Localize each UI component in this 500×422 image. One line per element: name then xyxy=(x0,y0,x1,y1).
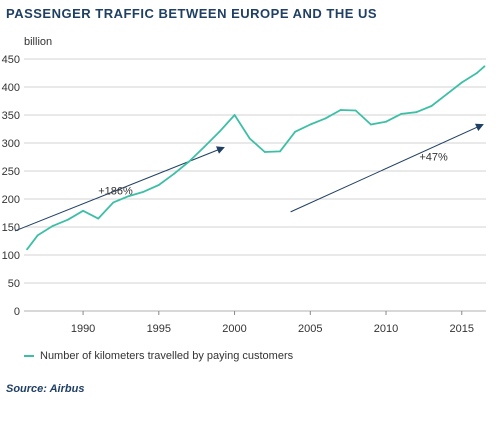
trend-arrow xyxy=(290,123,484,213)
gridlines xyxy=(24,58,486,312)
data-point xyxy=(294,130,297,133)
data-point xyxy=(82,209,84,212)
data-point xyxy=(385,120,387,123)
data-point xyxy=(279,150,281,153)
data-point xyxy=(51,224,54,227)
y-tick-label: 250 xyxy=(2,166,20,178)
data-point xyxy=(233,114,236,116)
legend-swatch xyxy=(24,355,34,357)
data-point xyxy=(67,218,69,221)
data-point xyxy=(127,195,130,198)
y-tick-label: 450 xyxy=(2,54,20,66)
data-point xyxy=(203,146,206,148)
data-point xyxy=(263,151,266,153)
annotation-label: +186% xyxy=(98,186,133,198)
data-point xyxy=(460,81,463,84)
data-point xyxy=(188,160,191,163)
data-point xyxy=(173,172,175,175)
data-point xyxy=(97,217,100,220)
legend-label: Number of kilometers travelled by paying… xyxy=(40,350,294,362)
trend-arrows: +186% +47% xyxy=(14,123,484,232)
data-point xyxy=(400,112,403,115)
y-axis-ticks: 0 50 100 150 200 250 300 350 400 450 xyxy=(2,54,20,318)
data-point xyxy=(476,72,478,74)
data-point xyxy=(445,93,448,96)
x-axis-ticks: 1990 1995 2000 2005 2010 2015 xyxy=(71,311,474,335)
data-point xyxy=(142,190,145,193)
x-tick-label: 1995 xyxy=(147,323,171,335)
data-point xyxy=(324,117,327,120)
x-tick-label: 2005 xyxy=(298,323,322,335)
y-tick-label: 0 xyxy=(14,306,20,318)
y-tick-label: 350 xyxy=(2,110,20,122)
y-tick-label: 400 xyxy=(2,82,20,94)
y-axis-unit-label: billion xyxy=(24,36,53,48)
data-point xyxy=(218,130,221,133)
line-chart: 0 50 100 150 200 250 300 350 400 450 1990 1995 2000… xyxy=(2,54,486,335)
y-tick-label: 100 xyxy=(2,250,20,262)
chart-title: PASSENGER TRAFFIC BETWEEN EUROPE AND THE… xyxy=(6,6,378,21)
y-tick-label: 300 xyxy=(2,138,20,150)
x-tick-label: 2000 xyxy=(222,323,246,335)
data-point xyxy=(430,105,433,107)
data-series xyxy=(26,65,486,251)
data-point xyxy=(36,234,39,237)
source-note: Source: Airbus xyxy=(6,383,85,395)
annotation-label: +47% xyxy=(419,151,448,163)
y-tick-label: 200 xyxy=(2,194,20,206)
series-line xyxy=(26,65,486,250)
data-point xyxy=(483,65,486,68)
y-tick-label: 50 xyxy=(8,278,20,290)
data-point xyxy=(248,137,251,140)
x-tick-label: 1990 xyxy=(71,323,95,335)
data-point xyxy=(354,109,357,112)
data-point xyxy=(309,123,312,126)
x-tick-label: 2010 xyxy=(374,323,398,335)
x-tick-label: 2015 xyxy=(450,323,474,335)
data-point xyxy=(339,109,342,111)
data-point xyxy=(157,184,160,186)
data-point xyxy=(112,201,115,204)
data-point xyxy=(369,123,372,126)
data-point xyxy=(26,248,28,251)
legend: Number of kilometers travelled by paying… xyxy=(24,350,293,362)
y-tick-label: 150 xyxy=(2,222,20,234)
data-point xyxy=(415,111,418,114)
